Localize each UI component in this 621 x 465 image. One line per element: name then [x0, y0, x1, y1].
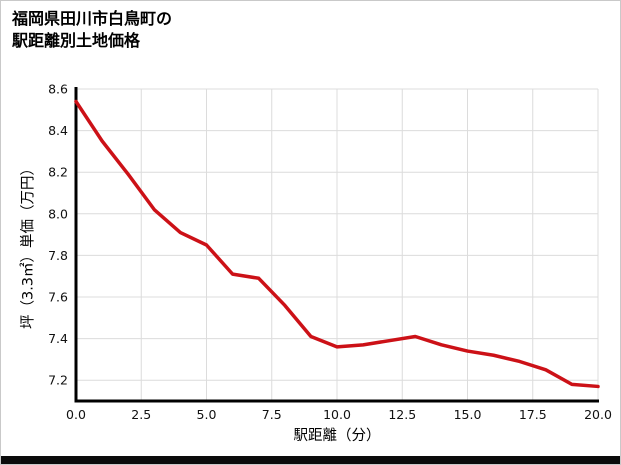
chart-title: 福岡県田川市白鳥町の 駅距離別土地価格 [12, 8, 172, 51]
svg-text:2.5: 2.5 [131, 407, 151, 422]
svg-text:8.2: 8.2 [48, 165, 68, 180]
svg-text:17.5: 17.5 [519, 407, 547, 422]
svg-text:7.6: 7.6 [48, 290, 68, 305]
chart-title-line2: 駅距離別土地価格 [12, 30, 141, 50]
bottom-bar [1, 456, 620, 464]
svg-text:7.5: 7.5 [262, 407, 282, 422]
svg-text:8.6: 8.6 [48, 82, 68, 97]
svg-text:0.0: 0.0 [66, 407, 86, 422]
svg-text:5.0: 5.0 [197, 407, 217, 422]
svg-text:7.4: 7.4 [48, 331, 68, 346]
svg-text:12.5: 12.5 [388, 407, 416, 422]
svg-text:8.0: 8.0 [48, 206, 68, 221]
svg-text:7.2: 7.2 [48, 373, 68, 388]
svg-text:8.4: 8.4 [48, 123, 68, 138]
svg-text:10.0: 10.0 [323, 407, 351, 422]
chart-title-line1: 福岡県田川市白鳥町の [12, 9, 173, 28]
svg-text:15.0: 15.0 [454, 407, 482, 422]
x-axis-label: 駅距離（分） [293, 428, 381, 444]
svg-text:7.8: 7.8 [48, 248, 68, 263]
y-axis-label: 坪（3.3㎡）単価（万円） [20, 160, 37, 330]
svg-text:20.0: 20.0 [584, 407, 612, 422]
